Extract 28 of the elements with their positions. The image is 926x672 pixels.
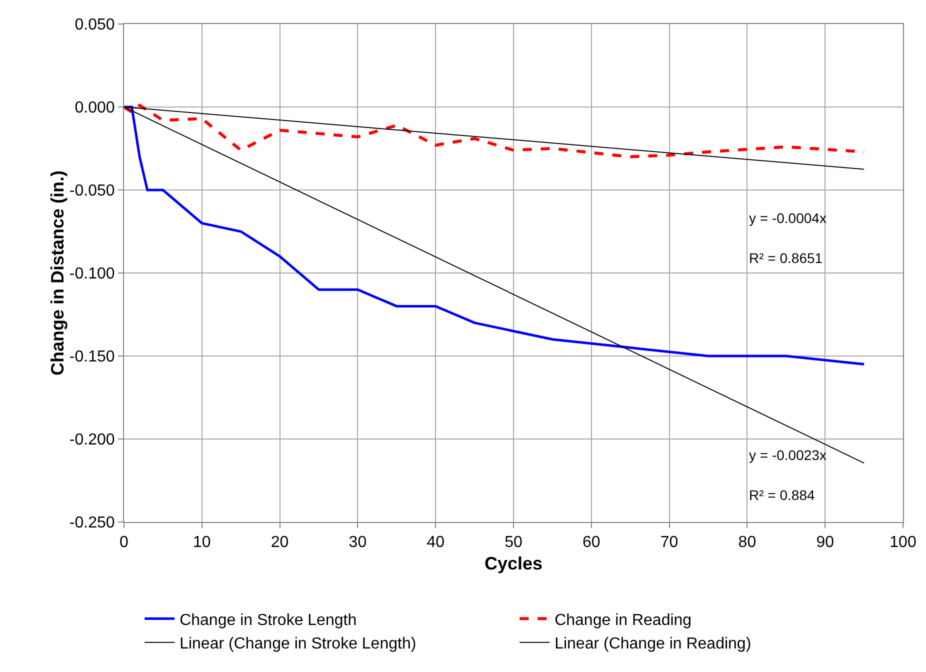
y-tick-label: -0.250 — [69, 514, 115, 532]
x-tick-label: 50 — [504, 534, 522, 552]
x-tick-label: 40 — [426, 534, 445, 552]
annotation: R² = 0.884 — [749, 487, 815, 503]
legend-label: Change in Reading — [554, 612, 692, 629]
x-tick-label: 10 — [193, 534, 211, 552]
legend-label: Linear (Change in Stroke Length) — [180, 636, 416, 653]
x-tick-label: 0 — [120, 534, 129, 552]
x-tick-label: 20 — [270, 534, 289, 552]
y-axis-title: Change in Distance (in.) — [47, 170, 68, 376]
legend-label: Linear (Change in Reading) — [554, 636, 752, 653]
x-tick-label: 90 — [816, 534, 834, 552]
x-tick-label: 80 — [738, 534, 756, 552]
y-tick-label: -0.100 — [69, 266, 115, 283]
annotation: y = -0.0004x — [749, 210, 826, 226]
y-tick-label: -0.200 — [69, 432, 115, 449]
x-axis-title: Cycles — [484, 553, 543, 574]
annotation: y = -0.0023x — [749, 447, 826, 463]
y-tick-label: -0.050 — [69, 182, 115, 200]
x-tick-label: 60 — [582, 534, 600, 552]
x-tick-label: 30 — [348, 534, 367, 552]
x-tick-label: 100 — [890, 534, 916, 552]
legend-label: Change in Stroke Length — [180, 612, 357, 629]
y-tick-label: 0.050 — [74, 16, 115, 34]
y-tick-label: -0.150 — [69, 348, 115, 366]
annotation: R² = 0.8651 — [749, 250, 823, 266]
y-tick-label: 0.000 — [74, 100, 115, 117]
x-tick-label: 70 — [660, 534, 678, 552]
